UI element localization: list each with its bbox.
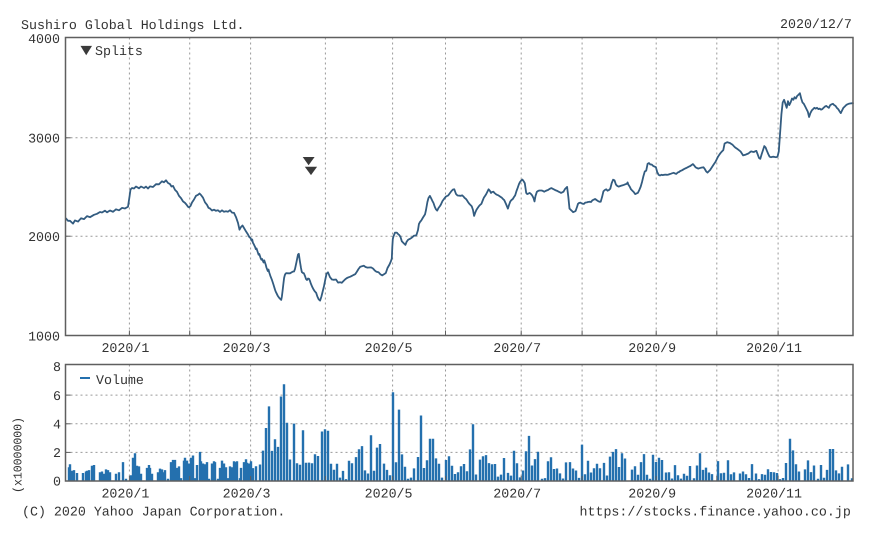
svg-text:2020/12/7: 2020/12/7: [780, 17, 852, 32]
svg-text:4: 4: [53, 418, 61, 433]
svg-text:4000: 4000: [28, 32, 60, 47]
svg-text:2020/9: 2020/9: [628, 341, 676, 356]
svg-text:2020/1: 2020/1: [101, 486, 149, 501]
svg-text:3000: 3000: [28, 132, 60, 147]
svg-text:6: 6: [53, 389, 61, 404]
svg-text:Volume: Volume: [96, 373, 144, 388]
svg-text:2020/3: 2020/3: [223, 341, 271, 356]
svg-text:2: 2: [53, 446, 61, 461]
svg-text:2020/9: 2020/9: [628, 486, 676, 501]
svg-text:1000: 1000: [28, 329, 60, 344]
svg-text:2020/3: 2020/3: [223, 486, 271, 501]
svg-text:(x10000000): (x10000000): [13, 417, 26, 493]
svg-text:0: 0: [53, 475, 61, 490]
svg-text:https://stocks.finance.yahoo.c: https://stocks.finance.yahoo.co.jp: [580, 504, 851, 519]
svg-text:2020/5: 2020/5: [365, 486, 413, 501]
svg-text:2020/7: 2020/7: [493, 341, 541, 356]
svg-text:2020/1: 2020/1: [101, 341, 149, 356]
svg-text:2020/11: 2020/11: [746, 341, 802, 356]
svg-text:(C) 2020 Yahoo Japan Corporati: (C) 2020 Yahoo Japan Corporation.: [22, 504, 285, 519]
svg-text:Splits: Splits: [95, 44, 143, 59]
svg-text:2020/5: 2020/5: [365, 341, 413, 356]
svg-text:2020/11: 2020/11: [746, 486, 802, 501]
svg-text:2000: 2000: [28, 230, 60, 245]
svg-text:8: 8: [53, 360, 61, 375]
svg-text:Sushiro Global Holdings Ltd.: Sushiro Global Holdings Ltd.: [21, 18, 244, 33]
svg-text:2020/7: 2020/7: [493, 486, 541, 501]
